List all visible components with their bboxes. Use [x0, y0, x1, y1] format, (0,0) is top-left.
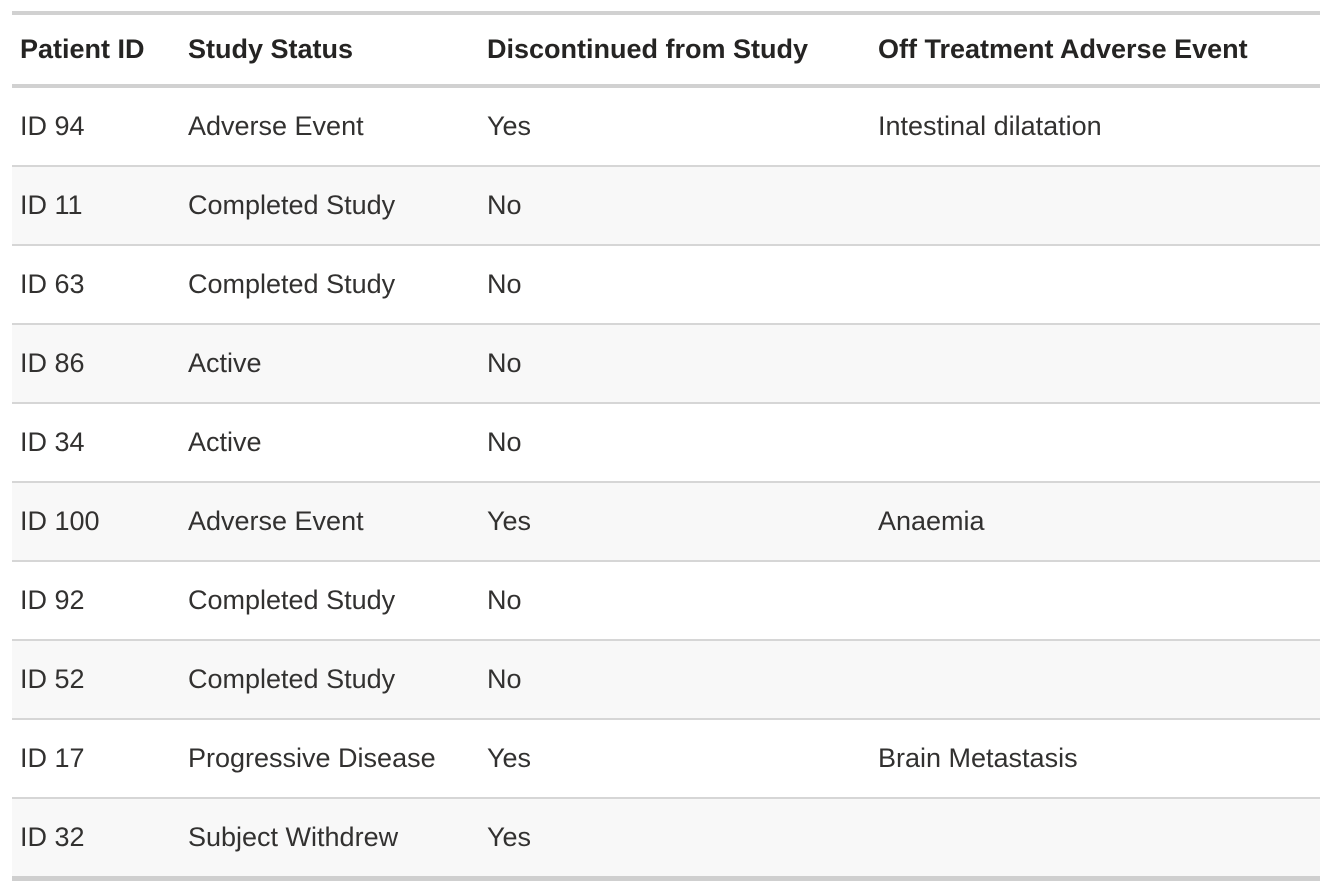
cell-study-status[interactable]: Progressive Disease	[188, 743, 436, 773]
table-header: Patient ID Study Status Discontinued fro…	[12, 13, 1320, 86]
cell-study-status[interactable]: Completed Study	[188, 190, 396, 220]
cell-discontinued-from-study[interactable]: Yes	[487, 743, 532, 773]
cell-study-status[interactable]: Completed Study	[188, 269, 396, 299]
cell-discontinued-from-study[interactable]: No	[487, 190, 522, 220]
patient-table: Patient ID Study Status Discontinued fro…	[12, 11, 1320, 881]
table-row: ID 17 Progressive Disease Yes Brain Metasta…	[12, 719, 1320, 798]
column-header-study-status[interactable]: Study Status	[188, 34, 354, 64]
table-row: ID 86 Active No	[12, 324, 1320, 403]
cell-discontinued-from-study[interactable]: No	[487, 427, 522, 457]
cell-off-treatment-adverse-event[interactable]	[878, 324, 1320, 403]
table-row: ID 52 Completed Study No	[12, 640, 1320, 719]
cell-off-treatment-adverse-event[interactable]: Intestinal dilatation	[878, 111, 1102, 141]
column-header-patient-id[interactable]: Patient ID	[20, 34, 145, 64]
cell-patient-id[interactable]: ID 86	[20, 348, 85, 378]
header-row: Patient ID Study Status Discontinued fro…	[12, 13, 1320, 86]
column-header-discontinued-from-study[interactable]: Discontinued from Study	[487, 34, 809, 64]
cell-off-treatment-adverse-event[interactable]	[878, 561, 1320, 640]
cell-off-treatment-adverse-event[interactable]: Brain Metastasis	[878, 743, 1078, 773]
table-body: ID 94 Adverse Event Yes Intestinal dilatati…	[12, 86, 1320, 879]
cell-patient-id[interactable]: ID 100	[20, 506, 100, 536]
cell-discontinued-from-study[interactable]: Yes	[487, 111, 532, 141]
cell-discontinued-from-study[interactable]: Yes	[487, 822, 532, 852]
cell-discontinued-from-study[interactable]: Yes	[487, 506, 532, 536]
table-row: ID 34 Active No	[12, 403, 1320, 482]
table-row: ID 11 Completed Study No	[12, 166, 1320, 245]
cell-discontinued-from-study[interactable]: No	[487, 269, 522, 299]
cell-patient-id[interactable]: ID 34	[20, 427, 85, 457]
cell-off-treatment-adverse-event[interactable]: Anaemia	[878, 506, 985, 536]
cell-patient-id[interactable]: ID 52	[20, 664, 85, 694]
cell-study-status[interactable]: Active	[188, 427, 262, 457]
table-row: ID 94 Adverse Event Yes Intestinal dilatati…	[12, 86, 1320, 166]
table-row: ID 32 Subject Withdrew Yes	[12, 798, 1320, 879]
cell-off-treatment-adverse-event[interactable]	[878, 798, 1320, 879]
cell-off-treatment-adverse-event[interactable]	[878, 403, 1320, 482]
cell-patient-id[interactable]: ID 11	[20, 190, 83, 220]
cell-patient-id[interactable]: ID 94	[20, 111, 85, 141]
cell-patient-id[interactable]: ID 92	[20, 585, 85, 615]
cell-study-status[interactable]: Adverse Event	[188, 111, 364, 141]
table-row: ID 100 Adverse Event Yes Anaemia	[12, 482, 1320, 561]
column-header-off-treatment-adverse-event[interactable]: Off Treatment Adverse Event	[878, 34, 1248, 64]
cell-discontinued-from-study[interactable]: No	[487, 664, 522, 694]
table-row: ID 92 Completed Study No	[12, 561, 1320, 640]
cell-patient-id[interactable]: ID 63	[20, 269, 85, 299]
cell-study-status[interactable]: Completed Study	[188, 664, 396, 694]
cell-off-treatment-adverse-event[interactable]	[878, 640, 1320, 719]
patient-table-visual: Patient ID Study Status Discontinued fro…	[12, 11, 1320, 881]
cell-off-treatment-adverse-event[interactable]	[878, 245, 1320, 324]
cell-study-status[interactable]: Adverse Event	[188, 506, 364, 536]
cell-discontinued-from-study[interactable]: No	[487, 348, 522, 378]
cell-patient-id[interactable]: ID 17	[20, 743, 85, 773]
cell-patient-id[interactable]: ID 32	[20, 822, 85, 852]
cell-study-status[interactable]: Completed Study	[188, 585, 396, 615]
cell-discontinued-from-study[interactable]: No	[487, 585, 522, 615]
cell-study-status[interactable]: Active	[188, 348, 262, 378]
table-row: ID 63 Completed Study No	[12, 245, 1320, 324]
cell-study-status[interactable]: Subject Withdrew	[188, 822, 399, 852]
cell-off-treatment-adverse-event[interactable]	[878, 166, 1320, 245]
